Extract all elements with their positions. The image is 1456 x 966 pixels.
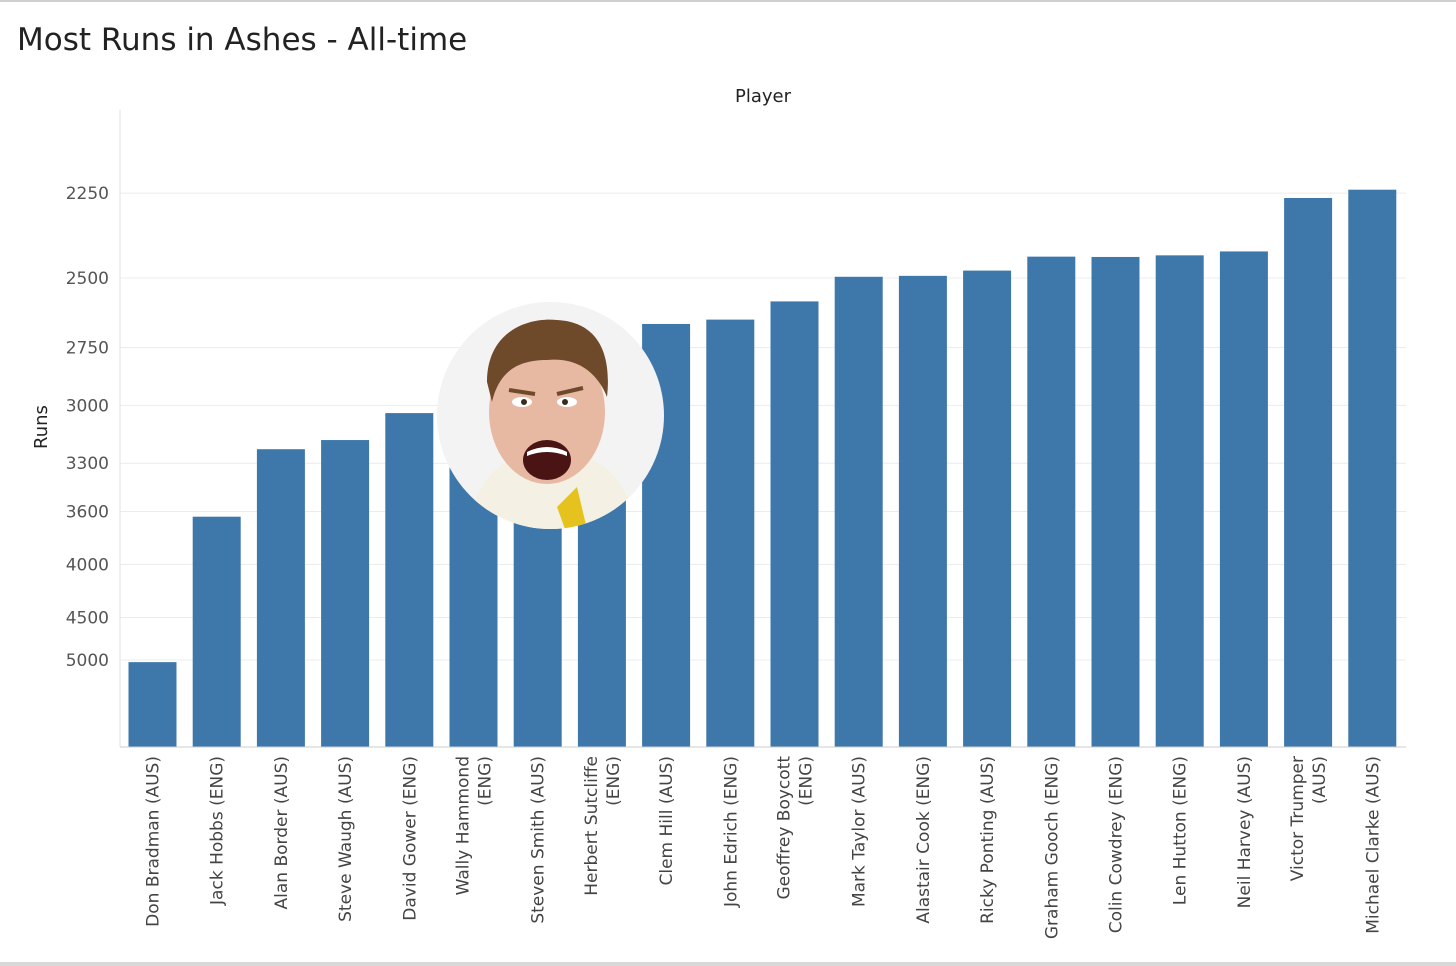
- bar[interactable]: [256, 449, 305, 747]
- bar[interactable]: [963, 270, 1012, 747]
- eyebrows-shape: [508, 386, 584, 396]
- face-shape: [489, 340, 605, 484]
- x-category-label: Ricky Ponting (AUS): [978, 756, 998, 924]
- bar[interactable]: [898, 275, 947, 747]
- x-axis-title: Player: [735, 86, 792, 107]
- y-axis-ticks: 2250 2500 2750 3000 3300 3600 4000 4500 5000: [66, 184, 109, 671]
- bar[interactable]: [770, 301, 819, 747]
- x-category-label: Mark Taylor (AUS): [850, 756, 870, 907]
- bar[interactable]: [385, 413, 434, 747]
- player-portrait-icon: [437, 302, 664, 529]
- x-axis-category-labels: Don Bradman (AUS) Jack Hobbs (ENG) Alan Bo…: [144, 756, 1384, 939]
- y-axis-title: Runs: [31, 405, 52, 449]
- y-tick-label: 5000: [66, 651, 109, 671]
- x-category-label: Steven Smith (AUS): [529, 756, 549, 924]
- x-category-label: Michael Clarke (AUS): [1363, 756, 1383, 934]
- bar[interactable]: [706, 319, 755, 747]
- x-category-label: Neil Harvey (AUS): [1235, 756, 1255, 908]
- x-category-label: Alan Border (AUS): [272, 756, 292, 909]
- x-category-label: Jack Hobbs (ENG): [208, 756, 228, 906]
- bars: [128, 189, 1397, 748]
- x-category-label: Graham Gooch (ENG): [1042, 756, 1062, 939]
- x-category-label: Geoffrey Boycott (ENG): [775, 756, 817, 900]
- y-tick-label: 4500: [66, 609, 109, 629]
- x-category-label: Colin Cowdrey (ENG): [1107, 756, 1127, 933]
- bar[interactable]: [128, 662, 177, 747]
- bar[interactable]: [1027, 256, 1076, 747]
- bar[interactable]: [1284, 197, 1333, 748]
- bar[interactable]: [321, 440, 370, 747]
- y-tick-label: 2250: [66, 184, 109, 204]
- collar-shape: [557, 487, 587, 529]
- bar[interactable]: [1091, 256, 1140, 747]
- bar[interactable]: [834, 276, 883, 747]
- left-pupil-shape: [521, 399, 527, 405]
- x-category-label: Steve Waugh (AUS): [336, 756, 356, 922]
- bar[interactable]: [1348, 189, 1397, 748]
- y-tick-label: 3300: [66, 454, 109, 474]
- x-category-label: Don Bradman (AUS): [144, 756, 164, 927]
- x-category-label: Victor Trumper (AUS): [1288, 756, 1330, 881]
- open-mouth-shape: [523, 440, 571, 480]
- y-tick-label: 4000: [66, 556, 109, 576]
- bar[interactable]: [1155, 255, 1204, 748]
- x-category-label: John Edrich (ENG): [721, 756, 741, 908]
- gridlines: [120, 192, 1406, 661]
- y-tick-label: 3600: [66, 502, 109, 522]
- x-category-label: Herbert Sutcliffe (ENG): [582, 756, 624, 896]
- teeth-shape: [527, 447, 567, 456]
- x-category-label: Len Hutton (ENG): [1171, 756, 1191, 905]
- shirt-shape: [467, 452, 637, 529]
- x-category-label: David Gower (ENG): [400, 756, 420, 921]
- y-tick-label: 3000: [66, 396, 109, 416]
- x-category-label: Clem Hill (AUS): [657, 756, 677, 886]
- x-category-label: Alastair Cook (ENG): [914, 756, 934, 924]
- bar[interactable]: [1219, 251, 1268, 748]
- hair-shape: [487, 319, 608, 402]
- x-category-label: Wally Hammond (ENG): [454, 756, 496, 895]
- right-pupil-shape: [562, 399, 568, 405]
- y-tick-label: 2500: [66, 269, 109, 289]
- bar[interactable]: [192, 516, 241, 747]
- chart-title: Most Runs in Ashes - All-time: [17, 22, 468, 58]
- y-tick-label: 2750: [66, 338, 109, 358]
